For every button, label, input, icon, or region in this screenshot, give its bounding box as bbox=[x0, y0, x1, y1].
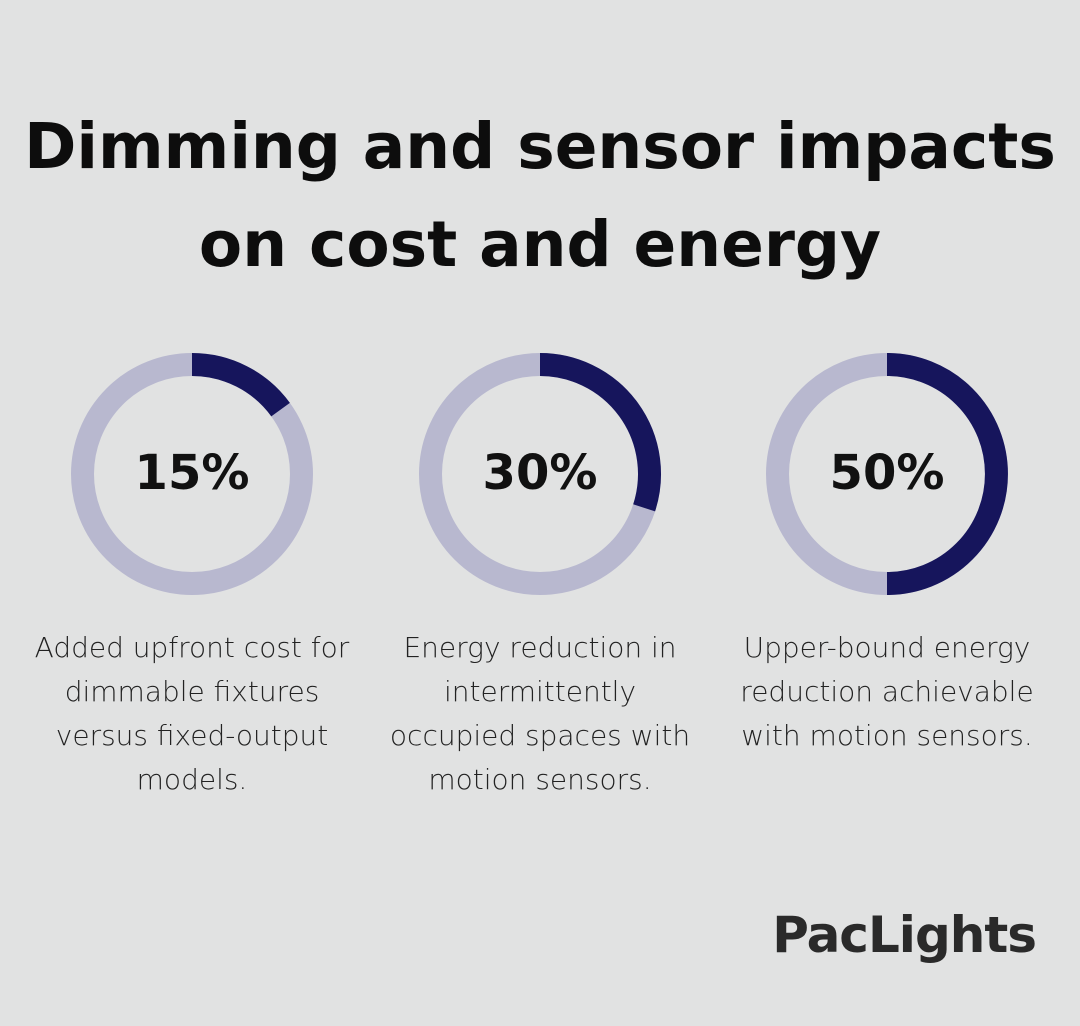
brand-logo: PacLights bbox=[772, 906, 1037, 964]
value-label: 50% bbox=[830, 445, 945, 501]
donut-arc bbox=[539, 353, 661, 512]
value-label: 30% bbox=[483, 445, 598, 501]
caption: Upper-bound energy reduction achievable … bbox=[740, 631, 1034, 752]
caption: Energy reduction in intermittently occup… bbox=[389, 631, 691, 796]
donut-arc bbox=[886, 353, 1008, 595]
donut-arc bbox=[191, 353, 290, 417]
caption: Added upfront cost for dimmable fixtures… bbox=[34, 631, 350, 796]
value-label: 15% bbox=[135, 445, 250, 501]
title: Dimming and sensor impacts on cost and e… bbox=[24, 110, 1056, 281]
